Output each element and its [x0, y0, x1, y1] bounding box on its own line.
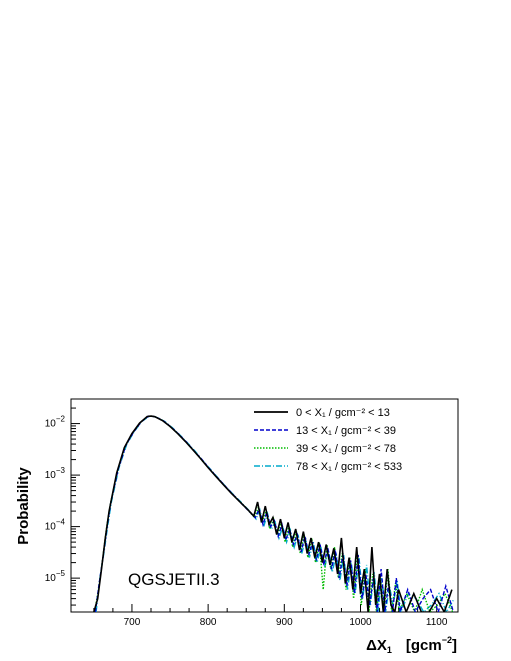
y-axis-title: Probability: [15, 467, 32, 545]
y-tick-label: 10−5: [45, 569, 66, 584]
x-axis-ticks: 700 800 900 1000 1100: [93, 604, 448, 628]
y-tick-label: 10−2: [45, 415, 66, 430]
legend: 0 < X₁ / gcm⁻² < 13 13 < X₁ / gcm⁻² < 39 3…: [254, 407, 402, 473]
x-tick-label: 1100: [426, 617, 448, 628]
series-line: [93, 415, 453, 612]
y-tick-label: 10−4: [45, 518, 66, 533]
legend-entry-label: 78 < X₁ / gcm⁻² < 533: [296, 461, 402, 473]
x-tick-label: 1000: [349, 617, 372, 628]
y-tick-label: 10−3: [45, 466, 66, 481]
x-tick-label: 700: [124, 617, 141, 628]
x-tick-label: 800: [200, 617, 217, 628]
x-tick-label: 900: [276, 617, 293, 628]
x-axis-title: ΔX1 [gcm−2]: [366, 635, 457, 655]
plot-frame: [70, 398, 459, 613]
legend-entry-label: 39 < X₁ / gcm⁻² < 78: [296, 443, 396, 455]
series-layer: [93, 415, 455, 612]
y-axis-ticks: 10−5 10−4 10−3 10−2: [45, 398, 80, 606]
legend-entry-label: 0 < X₁ / gcm⁻² < 13: [296, 407, 390, 419]
model-annotation: QGSJETII.3: [128, 570, 220, 589]
legend-entry-label: 13 < X₁ / gcm⁻² < 39: [296, 425, 396, 437]
